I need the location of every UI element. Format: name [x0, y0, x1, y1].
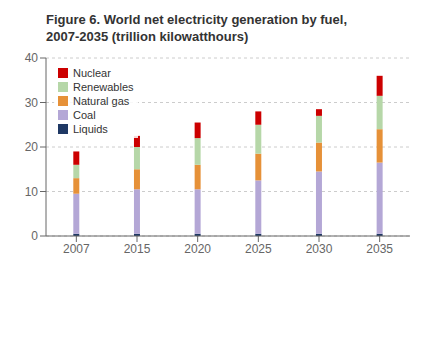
svg-text:30: 30	[25, 96, 39, 110]
html-text:Coal: Coal	[73, 109, 96, 121]
svg-text:20: 20	[25, 140, 39, 154]
html-text:Natural gas: Natural gas	[73, 95, 130, 107]
svg-text:2007: 2007	[63, 242, 90, 256]
html-text:Renewables: Renewables	[73, 81, 134, 93]
svg-text:0: 0	[31, 229, 38, 243]
svg-text:2025: 2025	[245, 242, 272, 256]
html-text:Figure 6. World net electricit: Figure 6. World net electricity generati…	[46, 12, 347, 27]
html-text:Nuclear: Nuclear	[73, 67, 111, 79]
svg-text:2035: 2035	[366, 242, 393, 256]
svg-text:2020: 2020	[184, 242, 211, 256]
svg-text:10: 10	[25, 185, 39, 199]
svg-text:2030: 2030	[306, 242, 333, 256]
svg-text:40: 40	[25, 51, 39, 65]
html-text:2007-2035 (trillion kilowattho: 2007-2035 (trillion kilowatthours)	[46, 29, 249, 44]
html-text:Liquids: Liquids	[73, 123, 108, 135]
svg-text:2015: 2015	[124, 242, 151, 256]
